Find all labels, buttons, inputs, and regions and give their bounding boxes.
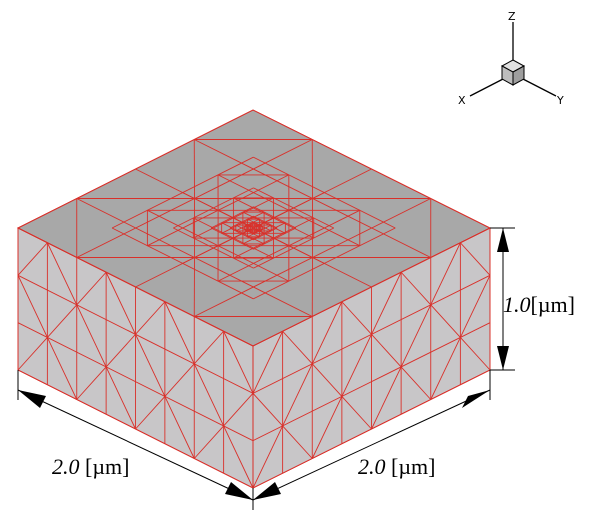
- height-unit: [µm]: [531, 292, 575, 317]
- width-left-label: 2.0 [µm]: [52, 454, 129, 479]
- width-left-value: 2.0: [52, 454, 80, 479]
- width-right-label: 2.0 [µm]: [358, 454, 435, 479]
- axis-label-z: Z: [508, 10, 516, 23]
- width-right-unit: [µm]: [391, 454, 435, 479]
- mesh-diagram: Z X Y 1.0[µm] 2.0 [µm] 2.0 [µm]: [0, 0, 605, 516]
- width-left-unit: [µm]: [85, 454, 129, 479]
- axis-label-y: Y: [556, 94, 564, 107]
- width-right-value: 2.0: [358, 454, 386, 479]
- axis-label-x: X: [458, 94, 466, 107]
- height-label: 1.0[µm]: [503, 292, 575, 317]
- height-value: 1.0: [503, 292, 531, 317]
